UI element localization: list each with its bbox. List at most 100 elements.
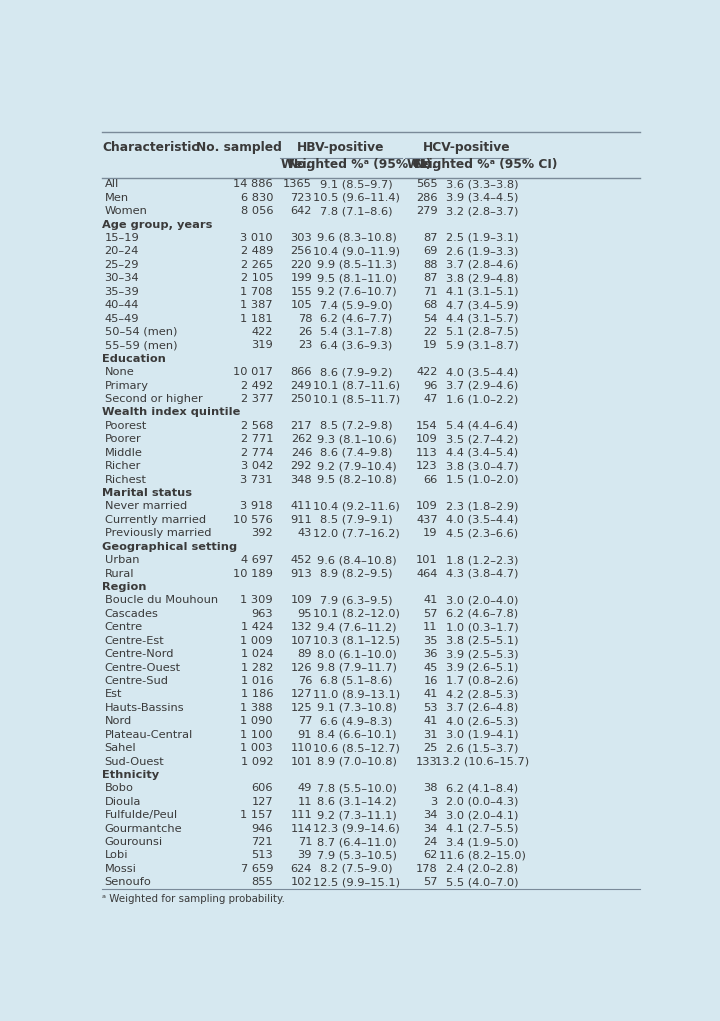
Text: 3.0 (2.0–4.0): 3.0 (2.0–4.0) xyxy=(446,595,518,605)
Text: 3 010: 3 010 xyxy=(240,233,273,243)
Text: Previously married: Previously married xyxy=(104,528,211,538)
Text: 91: 91 xyxy=(297,730,312,739)
Text: 249: 249 xyxy=(291,381,312,391)
Text: Weighted %ᵃ (95% CI): Weighted %ᵃ (95% CI) xyxy=(407,158,557,172)
Text: 102: 102 xyxy=(290,877,312,887)
Text: 25: 25 xyxy=(423,743,438,753)
Text: 411: 411 xyxy=(290,501,312,512)
Text: 127: 127 xyxy=(290,689,312,699)
Text: Centre: Centre xyxy=(104,622,143,632)
Text: 96: 96 xyxy=(423,381,438,391)
Text: 34: 34 xyxy=(423,811,438,820)
Text: 6.8 (5.1–8.6): 6.8 (5.1–8.6) xyxy=(320,676,392,686)
Text: 9.1 (8.5–9.7): 9.1 (8.5–9.7) xyxy=(320,180,392,189)
Text: 1 092: 1 092 xyxy=(240,757,273,767)
Text: 76: 76 xyxy=(297,676,312,686)
Text: 10.1 (8.7–11.6): 10.1 (8.7–11.6) xyxy=(313,381,400,391)
Text: 2 774: 2 774 xyxy=(240,448,273,457)
Text: 3.6 (3.3–3.8): 3.6 (3.3–3.8) xyxy=(446,180,518,189)
Text: 1 090: 1 090 xyxy=(240,717,273,726)
Text: Dioula: Dioula xyxy=(104,796,141,807)
Text: 8.7 (6.4–11.0): 8.7 (6.4–11.0) xyxy=(317,837,396,847)
Text: 10 017: 10 017 xyxy=(233,368,273,377)
Text: Poorer: Poorer xyxy=(104,434,141,444)
Text: 40–44: 40–44 xyxy=(104,300,139,310)
Text: No. sampled: No. sampled xyxy=(196,141,282,154)
Text: 3 042: 3 042 xyxy=(240,461,273,471)
Text: 49: 49 xyxy=(297,783,312,793)
Text: 11.0 (8.9–13.1): 11.0 (8.9–13.1) xyxy=(313,689,400,699)
Text: 911: 911 xyxy=(290,515,312,525)
Text: 4.3 (3.8–4.7): 4.3 (3.8–4.7) xyxy=(446,569,518,579)
Text: 1 708: 1 708 xyxy=(240,287,273,297)
Text: 1.7 (0.8–2.6): 1.7 (0.8–2.6) xyxy=(446,676,518,686)
Text: 4.7 (3.4–5.9): 4.7 (3.4–5.9) xyxy=(446,300,518,310)
Text: Women: Women xyxy=(104,206,148,216)
Text: Fulfulde/Peul: Fulfulde/Peul xyxy=(104,811,178,820)
Text: 39: 39 xyxy=(297,850,312,861)
Text: 8.0 (6.1–10.0): 8.0 (6.1–10.0) xyxy=(317,649,396,660)
Text: Cascades: Cascades xyxy=(104,609,158,619)
Text: 422: 422 xyxy=(416,368,438,377)
Text: ᵃ Weighted for sampling probability.: ᵃ Weighted for sampling probability. xyxy=(102,894,285,905)
Text: 109: 109 xyxy=(416,434,438,444)
Text: 19: 19 xyxy=(423,528,438,538)
Text: 6.6 (4.9–8.3): 6.6 (4.9–8.3) xyxy=(320,717,392,726)
Text: 1.0 (0.3–1.7): 1.0 (0.3–1.7) xyxy=(446,622,518,632)
Text: 1.8 (1.2–2.3): 1.8 (1.2–2.3) xyxy=(446,555,518,566)
Text: Centre-Sud: Centre-Sud xyxy=(104,676,168,686)
Text: 15–19: 15–19 xyxy=(104,233,139,243)
Text: 9.5 (8.2–10.8): 9.5 (8.2–10.8) xyxy=(317,475,396,485)
Text: No.: No. xyxy=(288,158,312,172)
Text: Age group, years: Age group, years xyxy=(102,220,212,230)
Text: 2.3 (1.8–2.9): 2.3 (1.8–2.9) xyxy=(446,501,518,512)
Text: 642: 642 xyxy=(291,206,312,216)
Text: 6 830: 6 830 xyxy=(240,193,273,203)
Text: Region: Region xyxy=(102,582,147,592)
Text: 292: 292 xyxy=(291,461,312,471)
Text: 319: 319 xyxy=(251,340,273,350)
Text: 3 918: 3 918 xyxy=(240,501,273,512)
Text: Est: Est xyxy=(104,689,122,699)
Text: 392: 392 xyxy=(251,528,273,538)
Text: Centre-Nord: Centre-Nord xyxy=(104,649,174,660)
Text: 5.4 (3.1–7.8): 5.4 (3.1–7.8) xyxy=(320,327,392,337)
Text: 1 424: 1 424 xyxy=(240,622,273,632)
Text: Poorest: Poorest xyxy=(104,421,147,431)
Text: 866: 866 xyxy=(291,368,312,377)
Text: 2 377: 2 377 xyxy=(240,394,273,404)
Text: 2 492: 2 492 xyxy=(240,381,273,391)
Text: Gourmantche: Gourmantche xyxy=(104,824,182,833)
Text: 57: 57 xyxy=(423,877,438,887)
Text: 9.6 (8.3–10.8): 9.6 (8.3–10.8) xyxy=(317,233,396,243)
Text: 178: 178 xyxy=(416,864,438,874)
Text: Richest: Richest xyxy=(104,475,146,485)
Text: 3.4 (1.9–5.0): 3.4 (1.9–5.0) xyxy=(446,837,518,847)
Text: 35–39: 35–39 xyxy=(104,287,139,297)
Text: 50–54 (men): 50–54 (men) xyxy=(104,327,177,337)
Text: 7.8 (7.1–8.6): 7.8 (7.1–8.6) xyxy=(320,206,392,216)
Text: 16: 16 xyxy=(423,676,438,686)
Text: 7.4 (5.9–9.0): 7.4 (5.9–9.0) xyxy=(320,300,392,310)
Text: Richer: Richer xyxy=(104,461,141,471)
Text: 10.4 (9.0–11.9): 10.4 (9.0–11.9) xyxy=(313,246,400,256)
Text: 127: 127 xyxy=(251,796,273,807)
Text: 10.3 (8.1–12.5): 10.3 (8.1–12.5) xyxy=(313,636,400,645)
Text: Marital status: Marital status xyxy=(102,488,192,498)
Text: 54: 54 xyxy=(423,313,438,324)
Text: 5.4 (4.4–6.4): 5.4 (4.4–6.4) xyxy=(446,421,518,431)
Text: 5.5 (4.0–7.0): 5.5 (4.0–7.0) xyxy=(446,877,518,887)
Text: 125: 125 xyxy=(290,702,312,713)
Text: 9.2 (7.6–10.7): 9.2 (7.6–10.7) xyxy=(317,287,396,297)
Text: Boucle du Mouhoun: Boucle du Mouhoun xyxy=(104,595,217,605)
Text: 87: 87 xyxy=(423,233,438,243)
Text: 2.4 (2.0–2.8): 2.4 (2.0–2.8) xyxy=(446,864,518,874)
Text: 101: 101 xyxy=(416,555,438,566)
Text: Nord: Nord xyxy=(104,717,132,726)
Text: 422: 422 xyxy=(252,327,273,337)
Text: 71: 71 xyxy=(423,287,438,297)
Text: 1 100: 1 100 xyxy=(240,730,273,739)
Text: 10.1 (8.5–11.7): 10.1 (8.5–11.7) xyxy=(313,394,400,404)
Text: 68: 68 xyxy=(423,300,438,310)
Text: 101: 101 xyxy=(290,757,312,767)
